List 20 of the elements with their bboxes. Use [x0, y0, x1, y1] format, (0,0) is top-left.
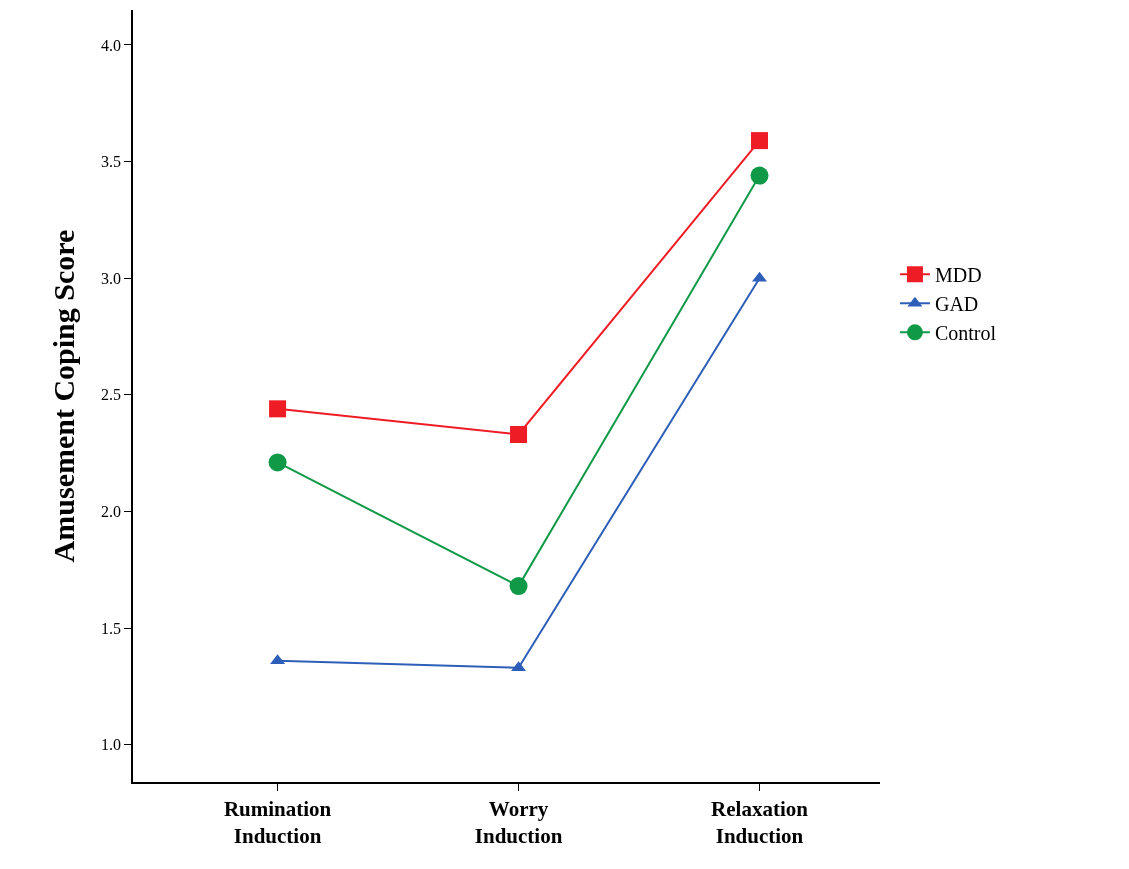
- point: [269, 400, 287, 418]
- y-tick-label: 2.5: [101, 386, 122, 404]
- x-tick-label: Rumination Induction: [223, 796, 332, 849]
- legend-label: MDD: [934, 264, 982, 287]
- point: [750, 166, 769, 185]
- x-tick-label: Relaxation Induction: [711, 796, 809, 849]
- point: [510, 425, 528, 443]
- legend-label: GAD: [934, 293, 979, 316]
- legend-label: Control: [934, 322, 997, 345]
- y-axis-title: Amusement Coping Score: [46, 229, 80, 563]
- point: [509, 577, 528, 596]
- point: [268, 453, 287, 472]
- y-tick-label: 2.0: [101, 503, 122, 521]
- y-tick-label: 1.0: [101, 736, 122, 754]
- y-tick-label: 3.0: [101, 269, 122, 287]
- y-tick-label: 4.0: [101, 36, 122, 54]
- point: [751, 132, 769, 150]
- y-tick-label: 1.5: [101, 619, 122, 637]
- x-tick-label: Worry Induction: [474, 796, 563, 849]
- y-tick-label: 3.5: [101, 153, 122, 171]
